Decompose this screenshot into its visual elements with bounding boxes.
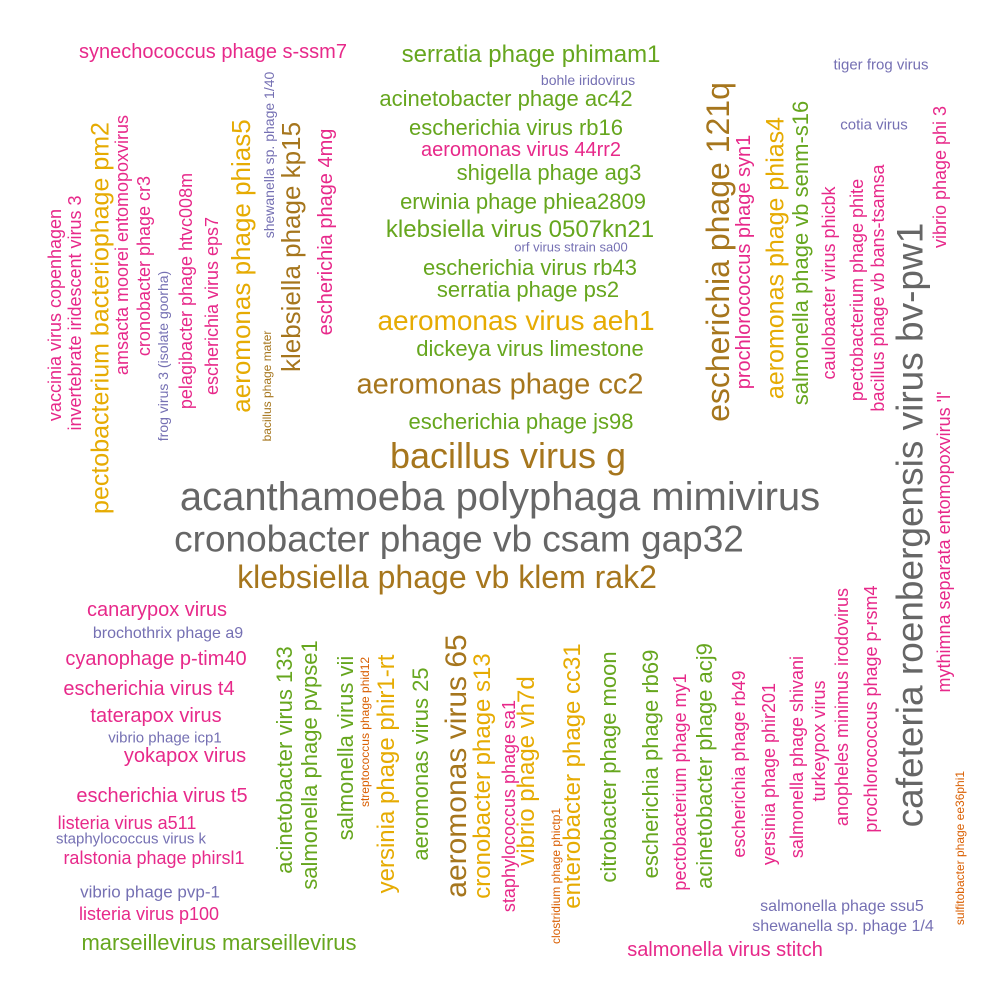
word: aeromonas phage phias4 [761, 116, 790, 400]
word: shewanella sp. phage 1/4 [752, 918, 934, 935]
word: prochlorococcus phage syn1 [733, 134, 755, 390]
word: cronobacter phage vb csam gap32 [174, 518, 744, 560]
word: turkeypox virus [809, 680, 829, 802]
word: vaccinia virus copenhagen [45, 208, 65, 422]
word: acinetobacter phage ac42 [379, 86, 633, 111]
word: escherichia phage js98 [408, 409, 634, 434]
word: cafeteria roenbergensis virus bv-pw1 [889, 222, 931, 828]
word: aeromonas phage cc2 [356, 368, 644, 401]
word: vibrio phage icp1 [108, 729, 222, 747]
word: taterapox virus [90, 705, 222, 727]
word: bacillus virus g [389, 435, 627, 476]
word: serratia phage ps2 [436, 277, 620, 302]
word: yersinia phage phir201 [759, 682, 779, 866]
word: pectobacterium phage phite [847, 178, 867, 402]
word: escherichia virus t4 [63, 678, 235, 700]
word: orf virus strain sa00 [514, 239, 628, 255]
word: cronobacter phage cr3 [134, 175, 154, 357]
word: serratia phage phimam1 [401, 41, 661, 68]
word: synechococcus phage s-ssm7 [79, 41, 347, 63]
word: escherichia virus eps7 [202, 216, 222, 396]
word: escherichia phage rb69 [638, 649, 663, 879]
word: bacillus phage mater [260, 330, 274, 442]
word: aeromonas virus aeh1 [377, 305, 655, 336]
word: pelagibacter phage htvc008m [176, 172, 196, 410]
word: listeria virus a511 [57, 813, 197, 833]
word: streptococcus phage phid12 [358, 656, 372, 808]
word: citrobacter phage moon [596, 651, 621, 883]
word: acinetobacter virus 133 [272, 646, 297, 874]
word: aeromonas phage phias5 [226, 119, 256, 413]
word: canarypox virus [86, 599, 228, 621]
word: escherichia virus t5 [76, 785, 248, 807]
word: klebsiella phage kp15 [276, 121, 306, 373]
word: mythimna separata entomopoxvirus 'l' [934, 391, 954, 693]
word: staphylococcus virus k [55, 830, 207, 848]
word: salmonella phage ssu5 [760, 898, 924, 915]
word: marseillevirus marseillevirus [81, 930, 357, 955]
word: pectobacterium phage my1 [670, 673, 690, 891]
word: salmonella virus vii [333, 655, 358, 841]
word: tiger frog virus [833, 56, 929, 74]
word: enterobacter phage cc31 [559, 643, 586, 909]
word: shewanella sp. phage 1/40 [261, 71, 277, 239]
word: cyanophage p-tim40 [65, 648, 247, 670]
word: escherichia virus rb43 [423, 255, 637, 280]
word: yersinia phage phir1-rt [373, 654, 400, 894]
word: dickeya virus limestone [416, 336, 644, 361]
word: escherichia phage rb49 [729, 670, 749, 858]
word: aeromonas virus 25 [408, 667, 433, 861]
word: clostridium phage phictp1 [549, 807, 563, 945]
word: aeromonas virus 44rr2 [420, 139, 622, 161]
word: bohle iridovirus [540, 72, 636, 88]
word: shigella phage ag3 [456, 160, 642, 185]
word: escherichia virus rb16 [409, 115, 623, 140]
word: listeria virus p100 [78, 904, 220, 924]
word: bacillus phage vb bans-tsamsa [868, 164, 888, 412]
word: caulobacter virus phicbk [819, 186, 839, 380]
word: prochlorococcus phage p-rsm4 [861, 585, 881, 833]
word: brochothrix phage a9 [92, 625, 244, 642]
word: amsacta moorei entomopoxvirus [112, 114, 132, 376]
word: salmonella phage vb senm-s16 [788, 100, 813, 406]
word: acanthamoeba polyphaga mimivirus [179, 475, 821, 519]
word: erwinia phage phiea2809 [400, 189, 646, 214]
word: staphylococcus phage sa1 [499, 699, 519, 913]
word: yokapox virus [123, 745, 247, 767]
word: sulfitobacter phage ee36phi1 [953, 770, 967, 926]
word: cronobacter phage s13 [469, 653, 496, 899]
word: pectobacterium bacteriophage pm2 [86, 122, 115, 514]
word: cotia virus [840, 116, 908, 134]
word: escherichia phage 4mg [315, 128, 337, 336]
word: invertebrate iridescent virus 3 [65, 195, 85, 431]
word: vibrio phage pvp-1 [80, 882, 220, 902]
word: vibrio phage phi 3 [930, 105, 950, 249]
word: klebsiella phage vb klem rak2 [237, 559, 657, 595]
word: aeromonas virus 65 [440, 634, 473, 898]
word: salmonella virus stitch [627, 939, 823, 961]
word: klebsiella virus 0507kn21 [385, 216, 655, 243]
word: acinetobacter phage acj9 [692, 643, 717, 889]
word: frog virus 3 (isolate goorha) [155, 270, 171, 442]
word: salmonella phage shivani [787, 655, 807, 859]
word: ralstonia phage phirsl1 [63, 848, 245, 868]
word: anopheles minimus irodovirus [832, 587, 852, 827]
word: escherichia phage 121q [700, 82, 736, 422]
word: salmonella phage pvpse1 [297, 640, 322, 890]
